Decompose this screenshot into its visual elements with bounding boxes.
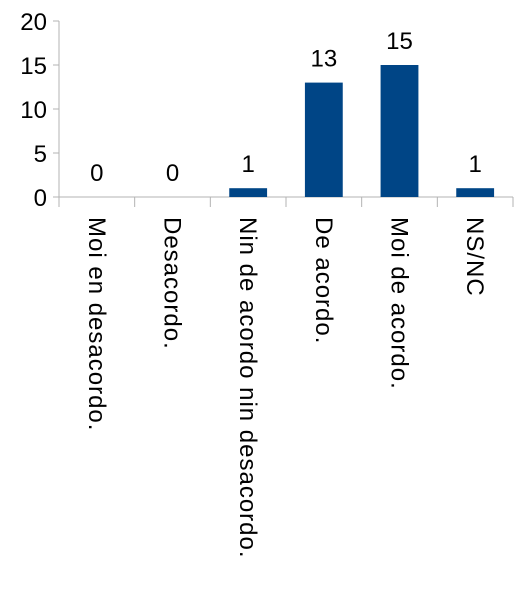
- y-tick-label: 10: [20, 97, 47, 124]
- data-labels: 0 0 1 13 15 1: [90, 28, 482, 187]
- category-label: Moi en desacordo.: [83, 217, 110, 431]
- y-tick-label: 15: [20, 53, 47, 80]
- category-label: NS/NC: [461, 217, 488, 297]
- y-tick-label: 20: [20, 9, 47, 36]
- bar: [456, 188, 495, 197]
- y-tick-label: 0: [34, 185, 47, 212]
- category-labels: Moi en desacordo. Desacordo. Nin de acordo…: [83, 217, 488, 559]
- category-label: De acordo.: [310, 217, 337, 344]
- bar: [229, 188, 268, 197]
- bar: [304, 82, 343, 197]
- data-label: 0: [166, 160, 179, 187]
- category-label: Moi de acordo.: [386, 217, 413, 390]
- category-label: Nin de acordo nin desacordo.: [234, 217, 261, 559]
- data-label: 1: [468, 151, 481, 178]
- data-label: 15: [386, 28, 413, 55]
- bar: [380, 65, 419, 197]
- y-tick-label: 5: [34, 141, 47, 168]
- bars: [229, 65, 495, 197]
- data-label: 1: [241, 151, 254, 178]
- data-label: 0: [90, 160, 103, 187]
- category-label: Desacordo.: [159, 217, 186, 350]
- data-label: 13: [310, 46, 337, 73]
